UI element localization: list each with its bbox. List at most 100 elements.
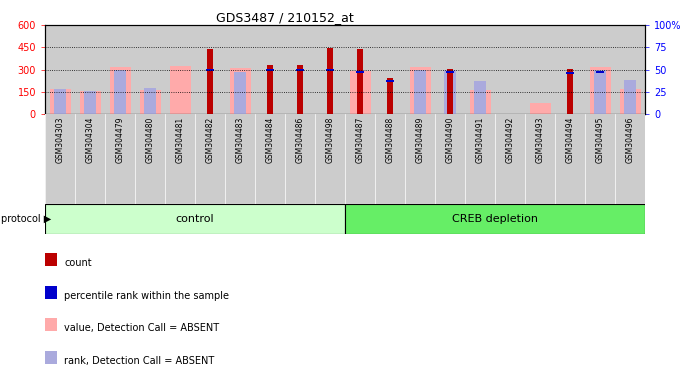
Text: GSM304496: GSM304496 [626, 117, 634, 163]
Text: GSM304484: GSM304484 [265, 117, 275, 163]
Bar [525, 25, 555, 114]
Bar [405, 114, 435, 204]
Text: protocol ▶: protocol ▶ [1, 214, 51, 224]
Bar [345, 204, 645, 234]
Bar [225, 25, 255, 114]
Bar [555, 25, 585, 114]
Text: GSM304492: GSM304492 [505, 117, 515, 163]
Text: GSM304489: GSM304489 [415, 117, 424, 163]
Bar [266, 70, 274, 71]
Bar [594, 70, 606, 114]
Bar [615, 114, 645, 204]
Bar [45, 286, 57, 299]
Bar [139, 90, 160, 114]
Bar [165, 114, 195, 204]
Bar [45, 204, 345, 234]
Bar [267, 65, 273, 114]
Bar [414, 70, 426, 114]
Bar [255, 25, 285, 114]
Bar [435, 25, 465, 114]
Bar [386, 80, 394, 82]
Bar [135, 114, 165, 204]
Text: GSM304304: GSM304304 [86, 117, 95, 163]
Text: GSM304481: GSM304481 [175, 117, 184, 163]
Bar [388, 78, 393, 114]
Text: count: count [64, 258, 92, 268]
Bar [585, 114, 615, 204]
Bar [566, 72, 574, 74]
Bar [45, 318, 57, 331]
Bar [327, 48, 333, 114]
Bar [207, 49, 213, 114]
Bar [530, 103, 551, 114]
Text: GSM304483: GSM304483 [235, 117, 245, 163]
Bar [326, 70, 334, 71]
Bar [75, 114, 105, 204]
Bar [585, 25, 615, 114]
Bar [195, 114, 225, 204]
Bar [619, 89, 641, 114]
Bar [409, 66, 430, 114]
Text: GSM304495: GSM304495 [596, 117, 605, 163]
Bar [596, 71, 604, 73]
Bar [624, 80, 636, 114]
Text: GSM304480: GSM304480 [146, 117, 154, 163]
Bar [444, 70, 456, 114]
Bar [144, 88, 156, 114]
Text: GSM304498: GSM304498 [326, 117, 335, 163]
Bar [230, 68, 250, 114]
Bar [45, 351, 57, 364]
Text: GSM304482: GSM304482 [205, 117, 214, 163]
Bar [195, 25, 225, 114]
Bar [105, 114, 135, 204]
Bar [345, 114, 375, 204]
Bar [105, 25, 135, 114]
Bar [165, 25, 195, 114]
Bar [297, 65, 303, 114]
Bar [375, 25, 405, 114]
Text: GSM304486: GSM304486 [296, 117, 305, 163]
Text: GSM304494: GSM304494 [566, 117, 575, 163]
Text: CREB depletion: CREB depletion [452, 214, 538, 224]
Bar [75, 25, 105, 114]
Bar [345, 25, 375, 114]
Bar [474, 81, 486, 114]
Text: GSM304493: GSM304493 [536, 117, 545, 163]
Text: GSM304487: GSM304487 [356, 117, 364, 163]
Bar [465, 25, 495, 114]
Bar [590, 66, 611, 114]
Bar [255, 114, 285, 204]
Bar [350, 71, 371, 114]
Bar [495, 25, 525, 114]
Bar [615, 25, 645, 114]
Bar [84, 91, 96, 114]
Text: GDS3487 / 210152_at: GDS3487 / 210152_at [216, 12, 354, 25]
Bar [114, 70, 126, 114]
Bar [357, 49, 362, 114]
Bar [225, 114, 255, 204]
Text: GSM304488: GSM304488 [386, 117, 394, 163]
Bar [356, 71, 364, 73]
Bar [375, 114, 405, 204]
Text: GSM304490: GSM304490 [445, 117, 454, 163]
Bar [469, 90, 490, 114]
Bar [296, 70, 304, 71]
Bar [315, 25, 345, 114]
Bar [525, 114, 555, 204]
Text: GSM304479: GSM304479 [116, 117, 124, 163]
Bar [54, 89, 66, 114]
Bar [45, 114, 75, 204]
Bar [405, 25, 435, 114]
Bar [45, 25, 75, 114]
Bar [169, 66, 190, 114]
Bar [447, 69, 453, 114]
Bar [109, 67, 131, 114]
Text: control: control [175, 214, 214, 224]
Bar [465, 114, 495, 204]
Text: GSM304491: GSM304491 [475, 117, 484, 163]
Bar [50, 89, 71, 114]
Text: rank, Detection Call = ABSENT: rank, Detection Call = ABSENT [64, 356, 214, 366]
Bar [206, 70, 214, 71]
Bar [555, 114, 585, 204]
Bar [567, 69, 573, 114]
